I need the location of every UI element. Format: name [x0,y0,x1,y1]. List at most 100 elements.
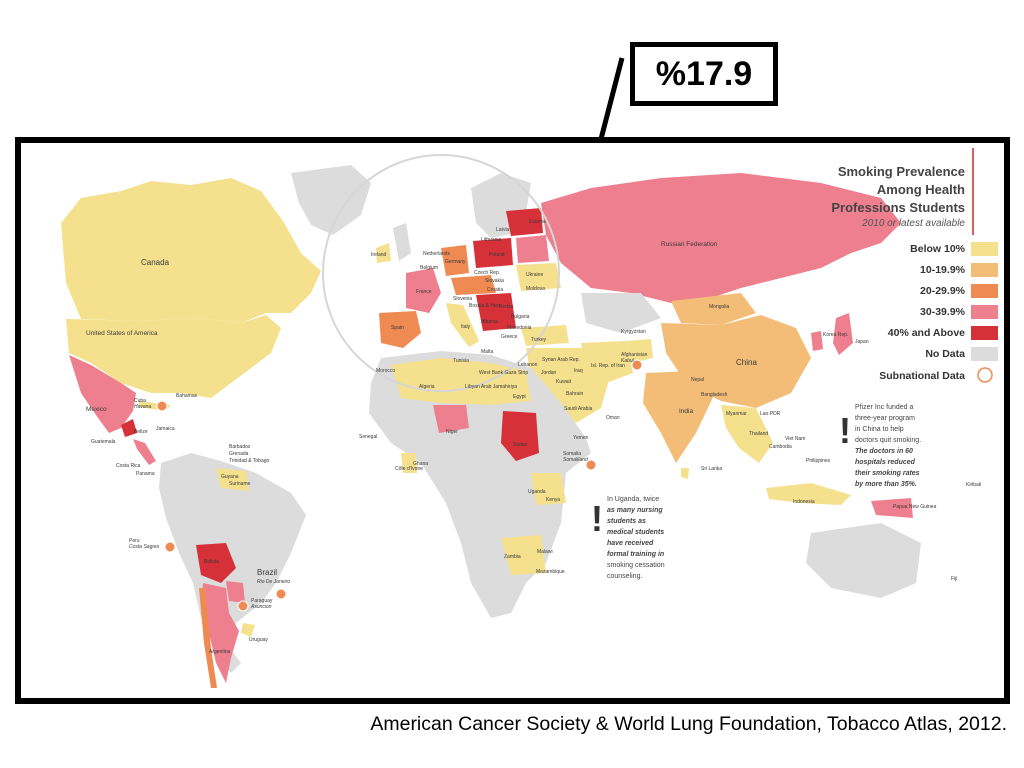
label-malta: Malta [481,349,493,355]
map-balkans [476,293,516,331]
label-thailand: Thailand [749,431,768,437]
label-ireland: Ireland [371,252,387,258]
label-argentina: Argentina [209,649,231,655]
legend-item-1-label: Below 10% [910,243,966,255]
subnational-marker-somaliland [585,459,597,471]
uganda-note-line-3: students as [607,518,646,525]
map-north-africa [391,358,531,405]
legend-item-7-label: Subnational Data [879,370,965,382]
map-iran [581,341,633,383]
uganda-note-line-7: smoking cessation [607,562,665,569]
legend-swatch-subnational [977,367,993,383]
label-germany: Germany [445,259,466,265]
legend: Smoking Prevalence Among Health Professi… [831,148,998,383]
legend-title-line-1: Smoking Prevalence [838,164,965,179]
europe-magnifier-circle [322,154,560,392]
china-note-line-6: hospitals reduced [855,459,916,466]
legend-item-4-label: 30-39.9% [920,306,966,318]
label-serbia: Serbia [499,304,514,310]
label-costa-sagres: Costa Sagres [129,544,160,550]
label-sudan: Sudan [513,442,528,448]
label-iraq: Iraq [574,368,583,374]
label-cambodia: Cambodia [769,444,792,450]
map-korea [811,331,823,351]
map-uk [393,223,411,261]
label-italy: Italy [461,324,471,330]
map-kenya-uganda [531,473,566,505]
label-brazil: Brazil [257,568,277,577]
legend-swatch-1 [971,242,998,256]
label-poland: Poland [489,252,505,258]
label-trinidad: Trinidad & Tobago [229,458,270,464]
map-mongolia [671,293,756,325]
legend-swatch-6 [971,347,998,361]
label-bosnia: Bosnia & Herz. [469,303,502,309]
uganda-note-line-5: have received [607,540,654,547]
label-guatemala: Guatemala [91,439,116,445]
label-mongolia: Mongolia [709,304,730,310]
legend-swatch-3 [971,284,998,298]
map-se-asia [721,405,773,463]
legend-item-3-label: 20-29.9% [920,285,966,297]
map-bolivia [196,543,236,583]
world-map-frame: Canada United States of America Mexico C… [15,137,1010,704]
uganda-note-line-1: In Uganda, twice [607,496,659,503]
legend-swatch-2 [971,263,998,277]
label-png: Papua New Guinea [893,504,937,510]
map-argentina [201,583,239,683]
label-niger: Niger [446,429,458,435]
label-greece: Greece [501,334,518,340]
label-kuwait: Kuwait [556,379,572,385]
label-japan: Japan [855,339,869,345]
map-russia [541,173,901,303]
china-note-line-1: Pfizer Inc funded a [855,404,913,411]
label-rio: Rio De Janeiro [257,579,290,585]
label-laos: Lao PDR [760,411,781,417]
label-mexico: Mexico [86,406,107,413]
label-mozambique: Mozambique [536,569,565,575]
label-paraguay: Paraguay [251,598,273,604]
map-germany [441,245,469,276]
label-barbados: Barbados [229,444,251,450]
label-estonia: Estonia [529,219,546,225]
label-somalia: Somalia [563,451,581,457]
label-nepal: Nepal [691,377,704,383]
map-baltics [506,208,543,236]
uganda-note-line-4: medical students [607,529,664,536]
map-greenland [291,165,371,235]
label-afghanistan: Afghanistan [621,352,648,358]
label-canada: Canada [141,258,170,267]
label-costa-rica: Costa Rica [116,463,141,469]
exclamation-icon: ! [591,498,603,539]
legend-item-5-label: 40% and Above [888,327,965,339]
label-panama: Panama [136,471,155,477]
label-czech: Czech Rep. [474,270,500,276]
uganda-note-line-6: formal training in [607,551,664,558]
label-kabul: Kabul [621,358,635,364]
label-bahrain: Bahrain [566,391,583,397]
label-vietnam: Viet Nam [785,436,805,442]
map-central-europe [451,275,496,295]
map-uruguay [241,623,255,637]
label-bangladesh: Bangladesh [701,392,728,398]
label-belgium: Belgium [420,265,438,271]
label-cote: Côte d'Ivoire [395,466,423,472]
label-china: China [736,358,757,367]
china-note-line-7: their smoking rates [855,470,920,477]
map-niger [433,405,469,433]
label-saudi: Saudi Arabia [564,406,593,412]
label-cuba: Cuba [134,398,146,404]
label-kyrgyzstan: Kyrgyzstan [621,329,646,335]
label-malawi: Malawi [537,549,553,555]
map-indonesia [766,483,851,505]
label-peru: Peru [129,538,140,544]
map-italy [446,303,479,347]
subnational-marker-asuncion [237,600,249,612]
label-slovenia: Slovenia [453,296,472,302]
uganda-note-line-2: as many nursing [607,507,663,514]
label-libya: Libyan Arab Jamahiriya [465,384,517,390]
label-tunisia: Tunisia [453,358,469,364]
china-note-line-2: three-year program [855,415,915,422]
legend-swatch-5 [971,326,998,340]
legend-title-line-3: Professions Students [831,200,965,215]
